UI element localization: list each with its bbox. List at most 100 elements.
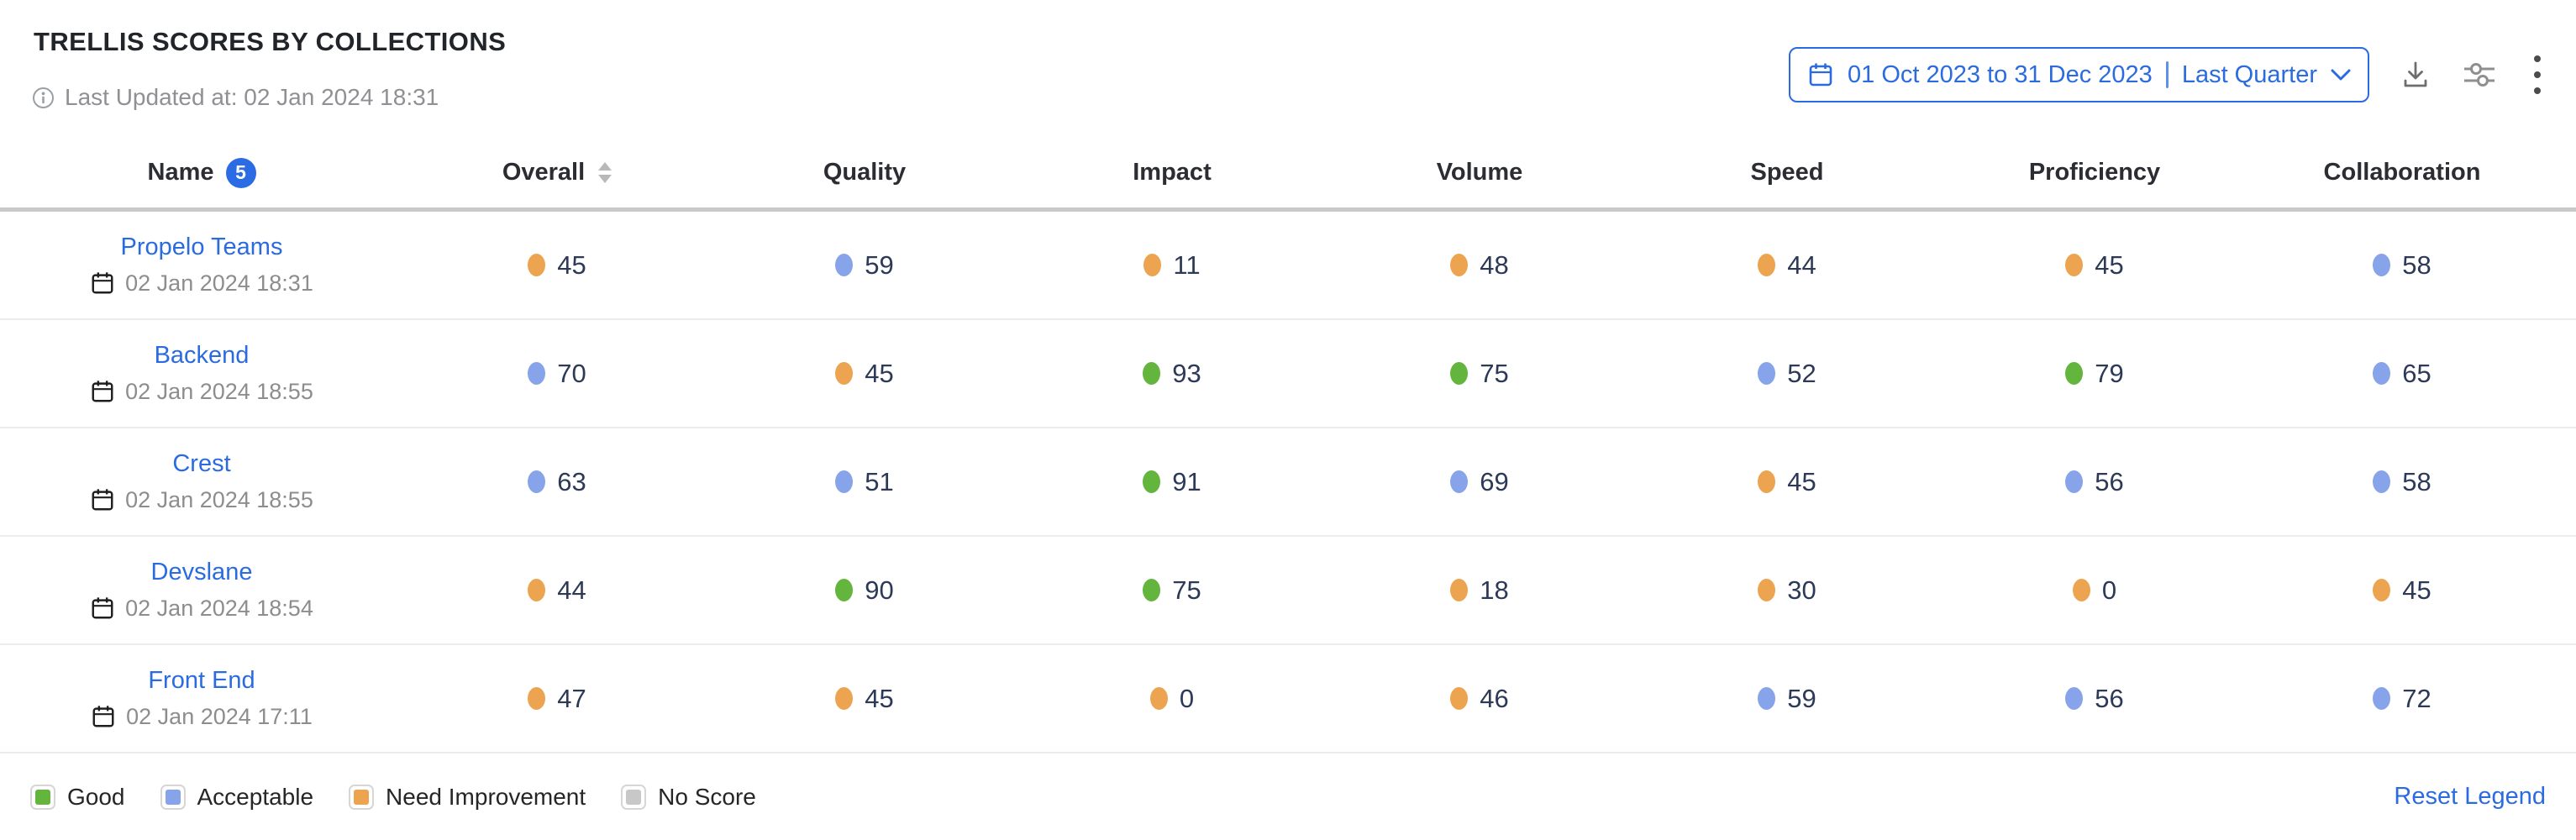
score-value: 45 (2402, 575, 2431, 605)
legend-item-need-improvement[interactable]: Need Improvement (349, 784, 586, 811)
need-improvement-dot-icon (528, 254, 546, 276)
date-range-button[interactable]: 01 Oct 2023 to 31 Dec 2023 Last Quarter (1789, 47, 2369, 102)
need-improvement-dot-icon (1758, 470, 1776, 493)
table-row: Front End 02 Jan 2024 17:11 47 45 0 46 59 56 7… (0, 645, 2576, 753)
row-updated: 02 Jan 2024 18:31 (90, 270, 313, 297)
acceptable-dot-icon (1758, 687, 1776, 710)
scores-table: Name 5 Overall Quality Impact Volume Speed Prof… (0, 138, 2576, 753)
calendar-icon (1809, 63, 1832, 87)
column-label: Collaboration (2323, 159, 2481, 186)
score-value: 45 (557, 249, 586, 280)
collection-link[interactable]: Propelo Teams (120, 234, 283, 260)
legend-item-no-score[interactable]: No Score (621, 784, 756, 811)
score-value: 58 (2402, 466, 2431, 496)
row-updated-text: 02 Jan 2024 17:11 (126, 703, 313, 729)
column-label: Speed (1750, 159, 1824, 186)
calendar-icon (92, 272, 113, 294)
score-value: 70 (557, 358, 586, 388)
score-value: 47 (557, 683, 586, 713)
score-cell: 45 (1941, 212, 2248, 318)
calendar-icon (92, 597, 113, 619)
settings-button[interactable] (2462, 59, 2497, 91)
legend-label: Acceptable (197, 783, 314, 810)
good-dot-icon (2065, 362, 2084, 385)
download-button[interactable] (2400, 59, 2431, 91)
need-improvement-dot-icon (2373, 579, 2391, 601)
caret-down-icon (598, 175, 612, 183)
info-icon[interactable] (32, 87, 55, 109)
more-options-button[interactable] (2527, 52, 2547, 97)
column-header-overall[interactable]: Overall (403, 138, 711, 207)
score-value: 75 (1172, 575, 1201, 605)
score-value: 63 (557, 466, 586, 496)
score-cell: 58 (2248, 212, 2556, 318)
sort-icon[interactable] (598, 162, 612, 183)
last-updated-line: Last Updated at: 02 Jan 2024 18:31 (32, 84, 439, 111)
score-value: 44 (557, 575, 586, 605)
score-value: 69 (1480, 466, 1509, 496)
acceptable-dot-icon (2373, 687, 2391, 710)
score-cell: 75 (1326, 320, 1633, 427)
legend-bar: Good Acceptable Need Improvement No Score Re… (30, 783, 2546, 811)
table-row: Propelo Teams 02 Jan 2024 18:31 45 59 11 48… (0, 212, 2576, 320)
score-value: 11 (1173, 249, 1201, 280)
collection-link[interactable]: Front End (148, 667, 255, 694)
score-cell: 46 (1326, 645, 1633, 752)
need-improvement-dot-icon (528, 687, 546, 710)
row-updated-text: 02 Jan 2024 18:55 (125, 378, 313, 404)
score-cell: 91 (1018, 428, 1326, 535)
score-cell: 45 (711, 320, 1018, 427)
column-label: Overall (502, 159, 586, 186)
score-cell: 59 (711, 212, 1018, 318)
legend-item-acceptable[interactable]: Acceptable (160, 783, 314, 811)
need-improvement-dot-icon (1450, 579, 1469, 601)
column-label: Impact (1133, 159, 1212, 186)
score-value: 51 (865, 466, 894, 496)
need-improvement-dot-icon (2065, 254, 2084, 276)
caret-up-icon (598, 162, 612, 171)
score-value: 30 (1787, 575, 1816, 605)
acceptable-dot-icon (835, 470, 854, 493)
good-dot-icon (1450, 362, 1469, 385)
need-improvement-dot-icon (835, 362, 854, 385)
score-value: 45 (865, 358, 894, 388)
score-cell: 58 (2248, 428, 2556, 535)
column-header-collaboration: Collaboration (2248, 138, 2556, 207)
reset-legend-link[interactable]: Reset Legend (2394, 783, 2546, 810)
row-updated-text: 02 Jan 2024 18:54 (125, 595, 313, 621)
collection-link[interactable]: Crest (172, 450, 231, 477)
good-dot-icon (1143, 470, 1161, 493)
acceptable-swatch-icon (165, 789, 181, 805)
table-row: Crest 02 Jan 2024 18:55 63 51 91 69 45 56 58 (0, 428, 2576, 537)
column-header-impact: Impact (1018, 138, 1326, 207)
need-improvement-dot-icon (1143, 254, 1162, 276)
score-cell: 56 (1941, 428, 2248, 535)
kebab-menu-icon (2534, 55, 2541, 62)
score-value: 91 (1172, 466, 1201, 496)
legend-label: Good (67, 783, 125, 810)
score-cell: 56 (1941, 645, 2248, 752)
score-value: 45 (2095, 249, 2124, 280)
score-cell: 52 (1633, 320, 1941, 427)
collection-link[interactable]: Backend (154, 342, 250, 369)
collection-link[interactable]: Devslane (150, 559, 253, 585)
good-swatch-icon (35, 789, 50, 805)
score-cell: 45 (1633, 428, 1941, 535)
score-cell: 47 (403, 645, 711, 752)
score-cell: 30 (1633, 537, 1941, 643)
calendar-icon (92, 489, 113, 511)
row-updated: 02 Jan 2024 18:54 (90, 595, 313, 622)
score-value: 58 (2402, 249, 2431, 280)
acceptable-dot-icon (2373, 254, 2391, 276)
name-cell: Devslane 02 Jan 2024 18:54 (0, 537, 403, 643)
score-cell: 48 (1326, 212, 1633, 318)
table-row: Backend 02 Jan 2024 18:55 70 45 93 75 52 79 65 (0, 320, 2576, 428)
score-cell: 44 (403, 537, 711, 643)
legend-item-good[interactable]: Good (30, 784, 125, 811)
score-value: 46 (1480, 683, 1509, 713)
acceptable-dot-icon (528, 470, 546, 493)
column-label: Volume (1436, 159, 1523, 186)
acceptable-dot-icon (2373, 470, 2391, 493)
score-cell: 70 (403, 320, 711, 427)
